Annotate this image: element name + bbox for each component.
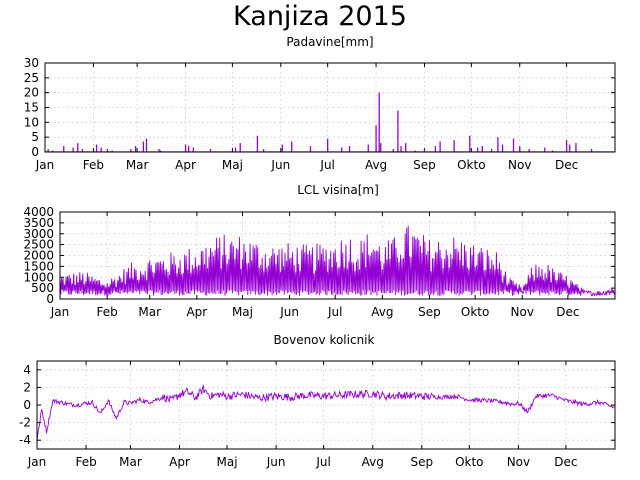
plot-frame (36, 360, 616, 450)
lcl-height-line (59, 225, 615, 297)
x-tick-label: Okto (457, 158, 485, 172)
x-tick-label: Mar (126, 158, 149, 172)
y-tick-label: 2500 (23, 238, 54, 252)
y-tick-label: 30 (24, 56, 39, 70)
y-tick-label: 20 (24, 86, 39, 100)
x-tick-label: Avg (362, 455, 384, 469)
x-tick-label: Avg (371, 305, 393, 319)
y-tick-label: 1500 (23, 259, 54, 273)
x-tick-label: Nov (508, 158, 531, 172)
plot-frame (59, 211, 616, 300)
x-tick-label: Dec (555, 158, 578, 172)
y-tick-label: 25 (24, 71, 39, 85)
x-tick-label: Jul (319, 158, 334, 172)
x-tick-label: Feb (97, 305, 118, 319)
x-tick-label: Maj (217, 455, 238, 469)
panel-2-title: LCL visina[m] (297, 183, 379, 197)
x-tick-label: Feb (83, 158, 104, 172)
x-tick-label: Okto (455, 455, 483, 469)
bowen-ratio-line (36, 383, 615, 442)
y-tick-label: 4 (23, 363, 31, 377)
y-tick-label: -4 (19, 433, 31, 447)
x-tick-label: Apr (186, 305, 207, 319)
y-tick-label: 3500 (23, 216, 54, 230)
y-tick-label: 0 (23, 398, 31, 412)
y-tick-label: 4000 (23, 205, 54, 219)
figure-title: Kanjiza 2015 (233, 1, 407, 32)
x-tick-label: Sep (413, 158, 436, 172)
x-tick-label: Okto (461, 305, 489, 319)
x-tick-label: Jun (270, 158, 290, 172)
panel-3-title: Bovenov kolicnik (274, 333, 375, 347)
x-tick-label: Dec (556, 305, 579, 319)
x-tick-label: Apr (169, 455, 190, 469)
x-tick-label: Jan (50, 305, 70, 319)
panel-1-title: Padavine[mm] (286, 35, 373, 49)
x-tick-label: Jul (327, 305, 342, 319)
x-tick-label: Maj (222, 158, 243, 172)
x-tick-label: Sep (418, 305, 441, 319)
x-tick-label: Mar (138, 305, 161, 319)
y-tick-label: 1000 (23, 270, 54, 284)
y-tick-label: -2 (19, 416, 31, 430)
y-tick-label: 3000 (23, 227, 54, 241)
x-tick-label: Avg (365, 158, 387, 172)
x-tick-label: Mar (119, 455, 142, 469)
y-tick-label: 2 (23, 380, 31, 394)
x-tick-label: Jun (279, 305, 299, 319)
y-tick-label: 10 (24, 115, 39, 129)
y-tick-label: 15 (24, 101, 39, 115)
y-tick-label: 5 (31, 130, 39, 144)
x-tick-label: Nov (511, 305, 534, 319)
y-tick-label: 0 (31, 145, 39, 159)
x-tick-label: Jan (27, 455, 47, 469)
x-tick-label: Jan (35, 158, 55, 172)
y-tick-label: 500 (31, 281, 54, 295)
x-tick-label: Apr (175, 158, 196, 172)
y-tick-label: 0 (46, 292, 54, 306)
y-tick-label: 2000 (23, 249, 54, 263)
x-tick-label: Feb (75, 455, 96, 469)
x-tick-label: Jun (266, 455, 286, 469)
plot-frame (44, 62, 616, 153)
bowen-ratio-panel: -4 -2 0 2 4 Jan Feb Mar Apr Maj Jun Jul Avg Sep Okto No… (19, 360, 616, 469)
x-tick-label: Maj (232, 305, 253, 319)
x-tick-label: Nov (507, 455, 530, 469)
x-tick-label: Jul (315, 455, 330, 469)
x-tick-label: Sep (410, 455, 433, 469)
x-tick-label: Dec (554, 455, 577, 469)
